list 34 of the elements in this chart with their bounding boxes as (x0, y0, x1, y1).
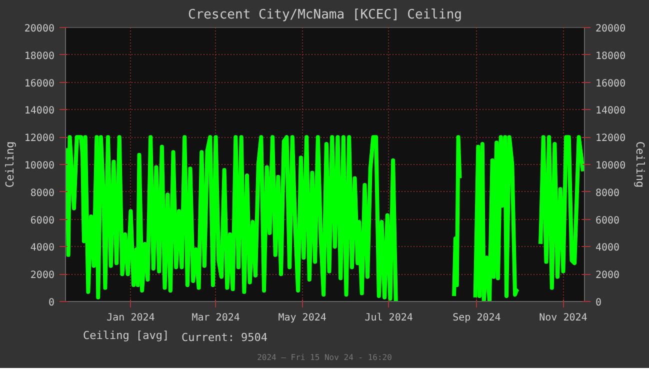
y-tick-label: 16000 (24, 78, 55, 90)
y2-tick-label: 6000 (596, 215, 620, 226)
y-tick-label: 20000 (24, 24, 55, 34)
y2-tick-label: 18000 (596, 50, 626, 62)
x-tick-label: May 2024 (278, 312, 326, 324)
y-tick-label: 18000 (24, 50, 55, 62)
y2-tick-label: 16000 (596, 78, 626, 90)
y-tick-label: 10000 (24, 160, 55, 172)
y2-axis-title: Ceiling (634, 141, 647, 188)
y2-tick-label: 0 (596, 298, 602, 308)
y-tick-label: 2000 (30, 270, 55, 282)
y2-tick-label: 20000 (596, 24, 626, 34)
text: 2024 — Fri 15 Nov 24 - 16:20 (257, 352, 392, 364)
chart-title: Crescent City/McNama [KCEC] Ceiling (188, 8, 462, 22)
x-tick-label: Sep 2024 (452, 312, 501, 324)
text: Ceiling [avg] (83, 329, 170, 342)
y2-tick-label: 14000 (596, 106, 626, 117)
y-tick-label: 0 (48, 298, 55, 308)
x-tick-label: Mar 2024 (192, 312, 240, 324)
y-tick-label: 14000 (24, 106, 55, 117)
y2-tick-label: 2000 (596, 270, 620, 282)
y2-tick-label: 10000 (596, 160, 626, 172)
x-tick-label: Jul 2024 (364, 312, 413, 324)
text: Current: 9504 (181, 331, 268, 344)
y2-tick-label: 4000 (596, 242, 620, 254)
y2-tick-label: 8000 (596, 188, 620, 199)
y2-tick-label: 12000 (596, 133, 626, 144)
y-tick-label: 4000 (30, 242, 55, 254)
y-tick-label: 8000 (30, 188, 55, 199)
y-tick-label: 12000 (24, 133, 55, 144)
y-tick-label: 6000 (30, 215, 55, 226)
y-axis-title: Ceiling (3, 141, 16, 188)
x-tick-label: Nov 2024 (539, 312, 588, 324)
x-tick-label: Jan 2024 (106, 312, 155, 324)
